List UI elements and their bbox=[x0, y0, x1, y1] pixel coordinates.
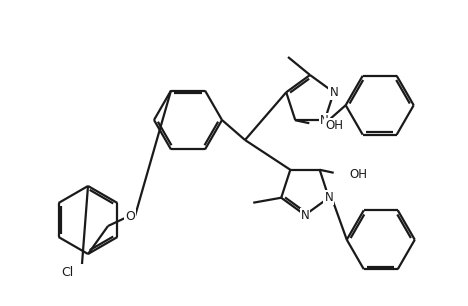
Text: Cl: Cl bbox=[62, 266, 74, 278]
Text: N: N bbox=[329, 86, 338, 99]
Text: N: N bbox=[320, 114, 329, 127]
Text: OH: OH bbox=[350, 168, 368, 181]
Text: O: O bbox=[125, 210, 135, 222]
Text: N: N bbox=[324, 191, 333, 204]
Text: N: N bbox=[300, 208, 309, 222]
Text: OH: OH bbox=[325, 119, 344, 132]
